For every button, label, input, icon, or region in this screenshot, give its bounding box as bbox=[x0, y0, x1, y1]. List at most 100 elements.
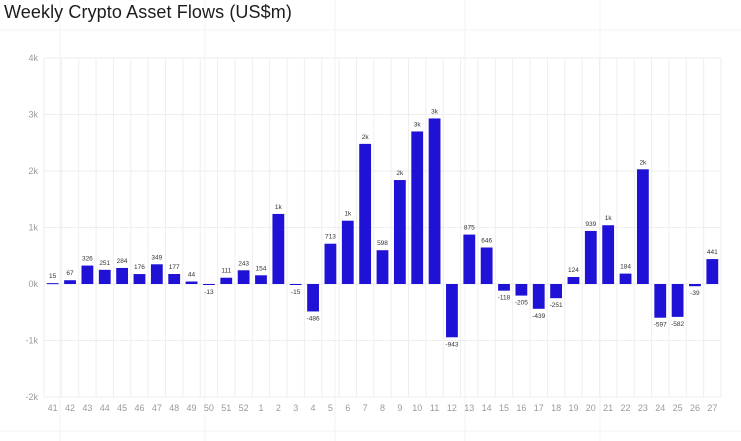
data-label-week-45: 284 bbox=[117, 258, 128, 265]
y-tick-label: -2k bbox=[25, 392, 38, 402]
bar-week-48[interactable] bbox=[168, 273, 181, 284]
grid-lines bbox=[43, 57, 722, 398]
data-label-week-9: 2k bbox=[396, 170, 404, 177]
data-label-week-25: -582 bbox=[671, 321, 684, 328]
x-tick-label-week-7: 7 bbox=[363, 403, 368, 413]
x-tick-label-week-13: 13 bbox=[464, 403, 474, 413]
x-tick-label-week-1: 1 bbox=[258, 403, 263, 413]
x-tick-label-week-47: 47 bbox=[152, 403, 162, 413]
bar-week-12[interactable] bbox=[446, 284, 458, 338]
bar-week-1[interactable] bbox=[255, 275, 267, 284]
bar-week-9[interactable] bbox=[393, 180, 406, 284]
data-label-week-5: 713 bbox=[325, 234, 336, 241]
data-label-week-6: 1k bbox=[344, 211, 352, 218]
x-tick-label-week-44: 44 bbox=[100, 403, 110, 413]
bar-week-43[interactable] bbox=[81, 265, 94, 284]
x-tick-label-week-22: 22 bbox=[621, 403, 631, 413]
data-label-week-52: 243 bbox=[238, 260, 249, 267]
data-label-week-2: 1k bbox=[275, 204, 283, 211]
x-tick-label-week-6: 6 bbox=[345, 403, 350, 413]
bar-week-47[interactable] bbox=[150, 264, 163, 284]
x-tick-label-week-15: 15 bbox=[499, 403, 509, 413]
bar-week-3[interactable] bbox=[289, 284, 302, 285]
data-label-week-46: 176 bbox=[134, 264, 145, 271]
bar-week-27[interactable] bbox=[706, 259, 719, 284]
x-tick-label-week-24: 24 bbox=[655, 403, 665, 413]
bar-week-26[interactable] bbox=[689, 284, 701, 287]
bar-week-42[interactable] bbox=[64, 280, 76, 284]
y-tick-label: 1k bbox=[28, 223, 38, 233]
bar-week-15[interactable] bbox=[498, 284, 510, 291]
bar-week-22[interactable] bbox=[619, 273, 632, 284]
x-tick-label-week-17: 17 bbox=[534, 403, 544, 413]
bar-week-49[interactable] bbox=[185, 281, 198, 284]
data-label-week-1: 154 bbox=[256, 265, 267, 272]
y-tick-label: 4k bbox=[28, 53, 38, 63]
bar-week-10[interactable] bbox=[411, 131, 424, 284]
bar-week-11[interactable] bbox=[428, 118, 441, 284]
data-label-week-24: -597 bbox=[654, 322, 667, 329]
bar-week-24[interactable] bbox=[654, 284, 667, 318]
data-label-week-51: 111 bbox=[221, 268, 231, 275]
y-tick-label: 0k bbox=[28, 279, 38, 289]
x-tick-label-week-26: 26 bbox=[690, 403, 700, 413]
bar-week-8[interactable] bbox=[376, 250, 389, 284]
data-label-week-43: 326 bbox=[82, 256, 93, 263]
data-label-week-8: 598 bbox=[377, 240, 388, 247]
data-label-week-42: 67 bbox=[66, 270, 74, 277]
bar-week-44[interactable] bbox=[98, 269, 111, 284]
x-tick-label-week-4: 4 bbox=[311, 403, 316, 413]
data-label-week-49: 44 bbox=[188, 272, 196, 279]
bar-week-20[interactable] bbox=[584, 230, 597, 284]
bar-week-46[interactable] bbox=[133, 274, 146, 284]
bar-week-21[interactable] bbox=[602, 225, 615, 284]
x-tick-label-week-43: 43 bbox=[82, 403, 92, 413]
x-tick-label-week-27: 27 bbox=[707, 403, 717, 413]
bar-week-2[interactable] bbox=[272, 213, 285, 284]
data-label-week-23: 2k bbox=[639, 159, 647, 166]
bar-week-13[interactable] bbox=[463, 234, 476, 284]
data-label-week-13: 875 bbox=[464, 225, 475, 232]
x-tick-label-week-3: 3 bbox=[293, 403, 298, 413]
data-label-week-27: 441 bbox=[707, 249, 718, 256]
bar-week-4[interactable] bbox=[307, 284, 319, 312]
data-label-week-48: 177 bbox=[169, 264, 180, 271]
y-tick-label: 2k bbox=[28, 166, 38, 176]
x-tick-label-week-5: 5 bbox=[328, 403, 333, 413]
bar-week-25[interactable] bbox=[671, 284, 684, 317]
bar-week-23[interactable] bbox=[636, 169, 649, 284]
x-tick-label-week-19: 19 bbox=[568, 403, 578, 413]
x-tick-label-week-20: 20 bbox=[586, 403, 596, 413]
data-label-week-12: -943 bbox=[445, 341, 458, 348]
y-tick-label: 3k bbox=[28, 110, 38, 120]
x-tick-label-week-21: 21 bbox=[603, 403, 613, 413]
data-label-week-4: -486 bbox=[307, 315, 320, 322]
bar-week-18[interactable] bbox=[550, 284, 562, 299]
bar-week-45[interactable] bbox=[116, 267, 129, 284]
bar-week-17[interactable] bbox=[532, 284, 545, 309]
bar-week-6[interactable] bbox=[341, 220, 354, 284]
x-tick-label-week-46: 46 bbox=[134, 403, 144, 413]
x-tick-label-week-14: 14 bbox=[482, 403, 492, 413]
data-label-week-7: 2k bbox=[362, 134, 370, 141]
bar-week-16[interactable] bbox=[515, 284, 528, 296]
bar-week-19[interactable] bbox=[567, 276, 580, 284]
bar-week-51[interactable] bbox=[220, 277, 233, 284]
bar-week-14[interactable] bbox=[480, 247, 493, 284]
data-label-week-22: 184 bbox=[620, 264, 631, 271]
data-label-week-50: -13 bbox=[204, 289, 214, 296]
bar-week-5[interactable] bbox=[324, 243, 337, 284]
x-tick-label-week-45: 45 bbox=[117, 403, 127, 413]
x-tick-label-week-41: 41 bbox=[48, 403, 58, 413]
data-label-week-26: -39 bbox=[690, 290, 700, 297]
bar-week-41[interactable] bbox=[46, 283, 59, 285]
x-tick-label-week-12: 12 bbox=[447, 403, 457, 413]
x-tick-label-week-23: 23 bbox=[638, 403, 648, 413]
bar-week-7[interactable] bbox=[359, 143, 372, 284]
data-label-week-44: 251 bbox=[99, 260, 110, 267]
data-label-week-47: 349 bbox=[151, 254, 162, 261]
x-tick-label-week-52: 52 bbox=[239, 403, 249, 413]
bar-week-50[interactable] bbox=[203, 284, 215, 285]
bar-week-52[interactable] bbox=[237, 270, 250, 284]
data-label-week-14: 646 bbox=[481, 238, 492, 245]
